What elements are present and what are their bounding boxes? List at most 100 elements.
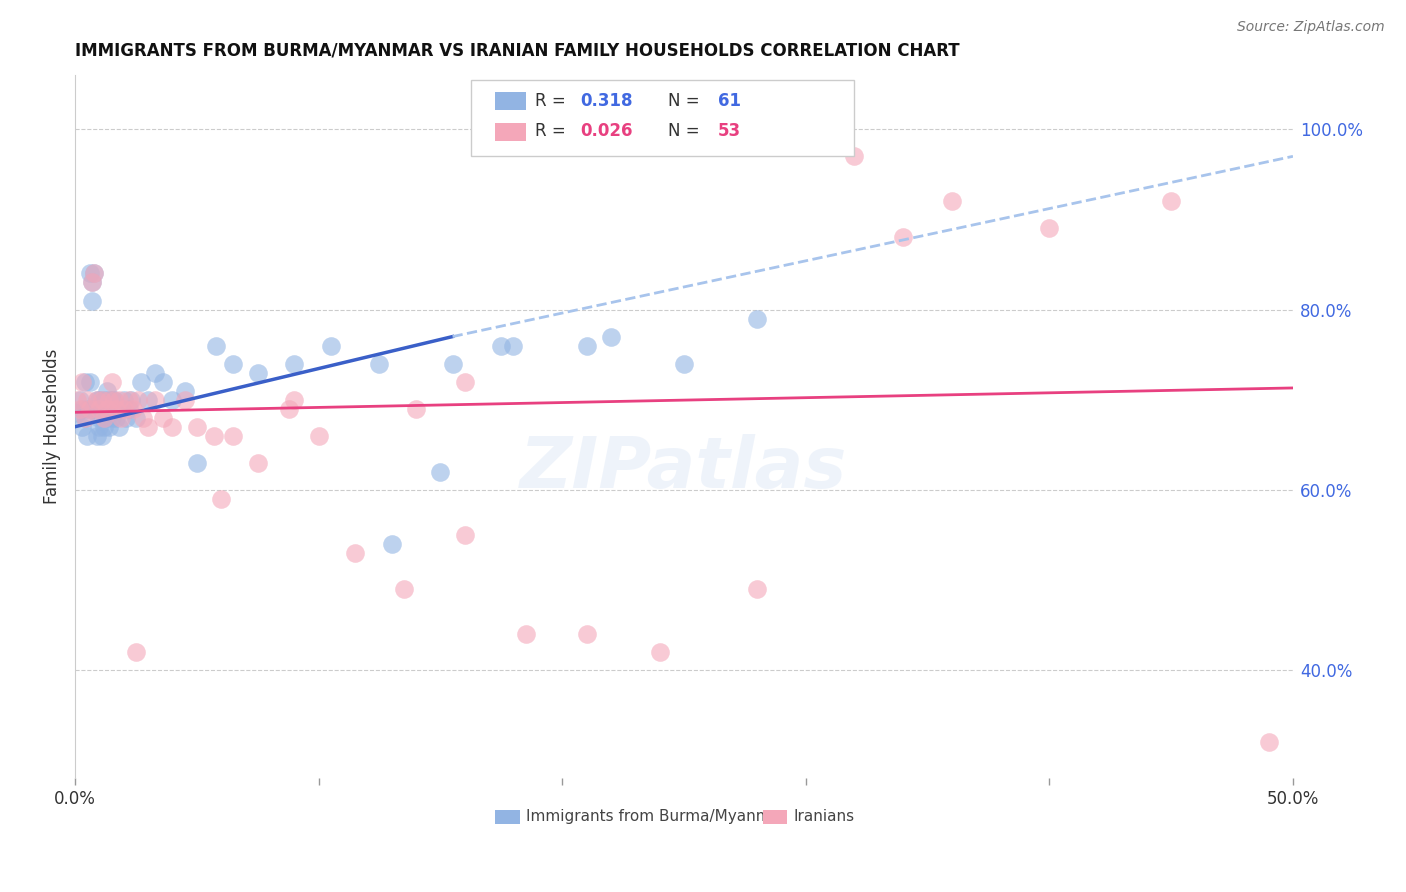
Point xyxy=(672,357,695,371)
Point xyxy=(90,401,112,416)
FancyBboxPatch shape xyxy=(763,810,787,824)
Point xyxy=(79,267,101,281)
Point xyxy=(80,276,103,290)
Point xyxy=(125,410,148,425)
Point xyxy=(152,375,174,389)
Point xyxy=(103,392,125,407)
Point xyxy=(319,338,342,352)
Point xyxy=(222,428,245,442)
Point xyxy=(205,338,228,352)
Point xyxy=(344,546,367,560)
Point xyxy=(98,419,121,434)
Point xyxy=(100,410,122,425)
Point xyxy=(1038,221,1060,235)
Point xyxy=(173,392,195,407)
Point xyxy=(110,401,132,416)
Point xyxy=(115,410,138,425)
Point xyxy=(1257,735,1279,749)
Point xyxy=(502,338,524,352)
FancyBboxPatch shape xyxy=(495,123,526,141)
Text: Immigrants from Burma/Myanmar: Immigrants from Burma/Myanmar xyxy=(526,809,786,824)
Point xyxy=(76,428,98,442)
Point xyxy=(202,428,225,442)
Point xyxy=(73,410,96,425)
Point xyxy=(73,410,96,425)
Point xyxy=(83,401,105,416)
Point xyxy=(79,375,101,389)
Point xyxy=(162,419,184,434)
Point xyxy=(145,392,167,407)
Y-axis label: Family Households: Family Households xyxy=(44,349,60,504)
Point xyxy=(283,392,305,407)
Point xyxy=(96,410,118,425)
Point xyxy=(186,456,208,470)
Point xyxy=(105,401,128,416)
Point xyxy=(100,375,122,389)
Point xyxy=(491,338,513,352)
Point xyxy=(69,392,91,407)
Point xyxy=(112,401,135,416)
Point xyxy=(136,419,159,434)
Point xyxy=(844,149,866,163)
Text: R =: R = xyxy=(536,92,571,111)
Point xyxy=(941,194,963,209)
Point xyxy=(110,410,132,425)
Point xyxy=(108,392,131,407)
Point xyxy=(222,357,245,371)
FancyBboxPatch shape xyxy=(471,80,855,156)
Point xyxy=(90,428,112,442)
Point xyxy=(112,392,135,407)
Point xyxy=(575,627,598,641)
Point xyxy=(76,401,98,416)
Point xyxy=(80,276,103,290)
Point xyxy=(127,392,149,407)
Point xyxy=(599,329,621,343)
Point xyxy=(89,401,111,416)
Point xyxy=(98,392,121,407)
Point xyxy=(405,401,427,416)
Point xyxy=(129,375,152,389)
Point xyxy=(162,392,184,407)
Point xyxy=(278,401,301,416)
Point xyxy=(891,230,914,244)
Point xyxy=(72,419,94,434)
Point xyxy=(429,465,451,479)
Point xyxy=(93,419,115,434)
Point xyxy=(108,419,131,434)
Point xyxy=(100,392,122,407)
Point xyxy=(117,401,139,416)
Point xyxy=(105,410,128,425)
Text: Source: ZipAtlas.com: Source: ZipAtlas.com xyxy=(1237,20,1385,34)
FancyBboxPatch shape xyxy=(495,92,526,110)
Point xyxy=(103,392,125,407)
Point xyxy=(89,410,111,425)
Text: 53: 53 xyxy=(718,122,741,140)
Point xyxy=(93,410,115,425)
Point xyxy=(96,401,118,416)
Point xyxy=(72,375,94,389)
Point xyxy=(209,491,232,506)
Point xyxy=(125,645,148,659)
Point xyxy=(79,401,101,416)
Text: IMMIGRANTS FROM BURMA/MYANMAR VS IRANIAN FAMILY HOUSEHOLDS CORRELATION CHART: IMMIGRANTS FROM BURMA/MYANMAR VS IRANIAN… xyxy=(75,42,960,60)
Point xyxy=(83,267,105,281)
Text: N =: N = xyxy=(668,122,704,140)
Point xyxy=(136,392,159,407)
Point xyxy=(73,375,96,389)
Point xyxy=(575,338,598,352)
Point xyxy=(120,392,142,407)
Point xyxy=(381,537,404,551)
Point xyxy=(90,392,112,407)
Point xyxy=(66,392,89,407)
Point xyxy=(72,401,94,416)
Point xyxy=(454,375,477,389)
Point xyxy=(80,293,103,308)
Text: 61: 61 xyxy=(718,92,741,111)
Point xyxy=(89,392,111,407)
Point xyxy=(368,357,391,371)
Point xyxy=(83,267,105,281)
FancyBboxPatch shape xyxy=(495,810,520,824)
Point xyxy=(117,392,139,407)
Point xyxy=(392,582,415,596)
Point xyxy=(515,627,537,641)
